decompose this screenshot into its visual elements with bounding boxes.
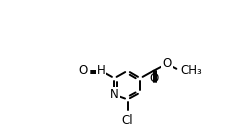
Text: CH₃: CH₃ [179, 64, 201, 77]
Text: H: H [96, 64, 105, 77]
Text: Cl: Cl [121, 114, 133, 127]
Text: O: O [148, 72, 158, 85]
Text: O: O [162, 57, 171, 70]
Text: N: N [109, 88, 118, 101]
Text: O: O [78, 64, 87, 77]
